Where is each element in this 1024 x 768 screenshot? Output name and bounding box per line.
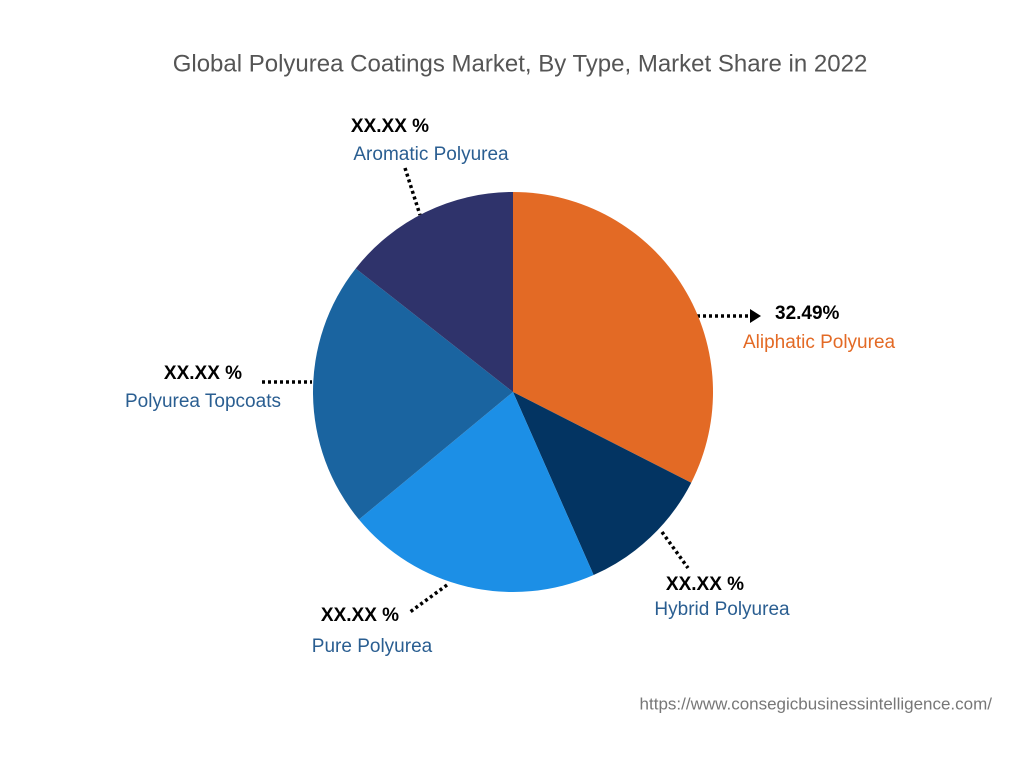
value-label: 32.49%	[775, 303, 840, 324]
pie-slice	[358, 392, 594, 592]
category-label: Pure Polyurea	[312, 636, 433, 657]
leader-line	[408, 583, 449, 614]
pie-slice	[513, 392, 692, 576]
category-label: Hybrid Polyurea	[654, 599, 790, 620]
value-label: XX.XX %	[666, 574, 744, 595]
value-label: XX.XX %	[351, 116, 429, 137]
pie	[312, 192, 713, 592]
pie-slice	[513, 192, 713, 483]
leader-line	[403, 167, 422, 216]
category-label: Aromatic Polyurea	[353, 144, 509, 165]
source-url: https://www.consegicbusinessintelligence…	[640, 694, 993, 713]
chart-title: Global Polyurea Coatings Market, By Type…	[173, 50, 868, 77]
pie-slice	[355, 192, 513, 392]
value-label: XX.XX %	[321, 605, 399, 626]
leader-lines	[262, 167, 761, 614]
leader-arrow	[750, 309, 761, 323]
category-label: Aliphatic Polyurea	[743, 332, 896, 353]
value-label: XX.XX %	[164, 363, 242, 384]
leader-line	[660, 530, 690, 570]
pie-slice	[312, 268, 513, 520]
category-label: Polyurea Topcoats	[125, 391, 281, 412]
